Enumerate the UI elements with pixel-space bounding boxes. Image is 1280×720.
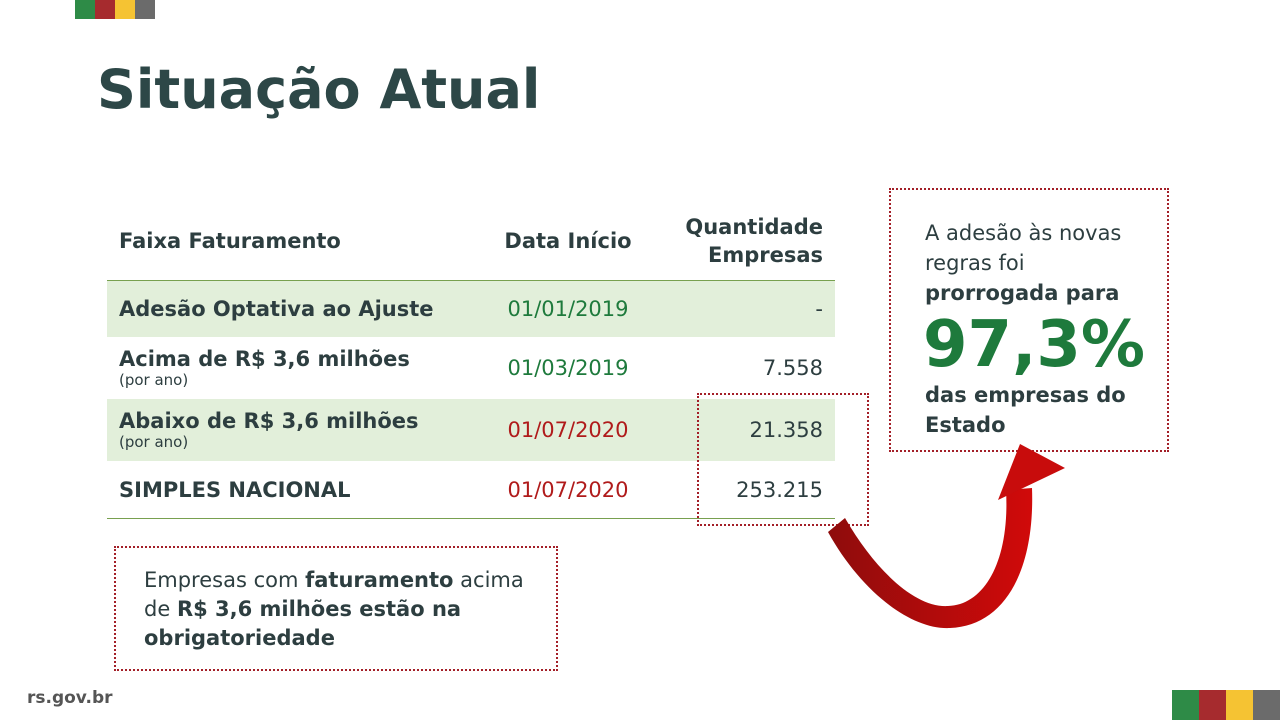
table-row: Abaixo de R$ 3,6 milhões (por ano) 01/07… [107,399,835,461]
flag-green [75,0,95,19]
row-name: Adesão Optativa ao Ajuste [119,297,434,321]
adesao-info-box: A adesão às novas regras foi prorrogada … [889,188,1169,452]
note-bold-1: faturamento [305,568,454,592]
row-date: 01/03/2019 [507,356,629,380]
faturamento-table: Faixa Faturamento Data Início Quantidade… [107,202,835,519]
note-text-1: Empresas com [144,568,306,592]
row-qty: - [660,280,835,337]
row-name-cell: Abaixo de R$ 3,6 milhões (por ano) [107,399,476,461]
info-text-1: A adesão às novas regras foi [925,221,1122,275]
header-data: Data Início [504,229,632,253]
row-name: Acima de R$ 3,6 milhões [119,347,410,371]
header-quantidade-line2: Empresas [707,243,823,267]
row-qty: 21.358 [660,399,835,461]
obrigatoriedade-note: Empresas com faturamento acima de R$ 3,6… [114,546,558,671]
flag-yellow [1226,690,1253,720]
quantity-highlight-box [697,393,869,526]
flag-gray [1253,690,1280,720]
info-bold-1: prorrogada para [925,281,1120,305]
row-sub: (por ano) [119,433,189,451]
flag-yellow [115,0,135,19]
info-percent: 97,3% [923,308,1146,382]
header-quantidade: Quantidade Empresas [660,202,835,281]
page-title: Situação Atual [97,58,541,121]
footer-url: rs.gov.br [27,688,113,708]
row-sub: (por ano) [119,371,189,389]
flag-red [95,0,115,19]
header-quantidade-line1: Quantidade [685,215,823,239]
flag-stripe-top [75,0,155,19]
row-date: 01/07/2020 [476,399,660,461]
info-bold-2: das empresas do Estado [925,383,1126,437]
row-date: 01/01/2019 [476,280,660,337]
flag-stripe-bottom [1172,690,1280,720]
header-faixa: Faixa Faturamento [119,229,341,253]
table-header-row: Faixa Faturamento Data Início Quantidade… [107,202,835,281]
table-row: SIMPLES NACIONAL 01/07/2020 253.215 [107,461,835,519]
flag-gray [135,0,155,19]
row-qty: 253.215 [736,477,823,502]
flag-red [1199,690,1226,720]
row-name-cell: Adesão Optativa ao Ajuste [107,280,476,337]
row-name-cell: SIMPLES NACIONAL [107,461,476,519]
row-date: 01/07/2020 [507,477,629,502]
row-qty: 7.558 [762,356,823,380]
flag-green [1172,690,1199,720]
row-name-cell: Acima de R$ 3,6 milhões (por ano) [107,337,476,399]
table-row: Acima de R$ 3,6 milhões (por ano) 01/03/… [107,337,835,399]
curved-arrow-icon [828,444,1065,629]
row-name: Abaixo de R$ 3,6 milhões [119,409,419,433]
row-name: SIMPLES NACIONAL [119,477,351,502]
table-row: Adesão Optativa ao Ajuste 01/01/2019 - [107,280,835,337]
note-text-2: acima de [144,568,524,621]
note-bold-2: R$ 3,6 milhões estão na obrigatoriedade [144,597,462,650]
